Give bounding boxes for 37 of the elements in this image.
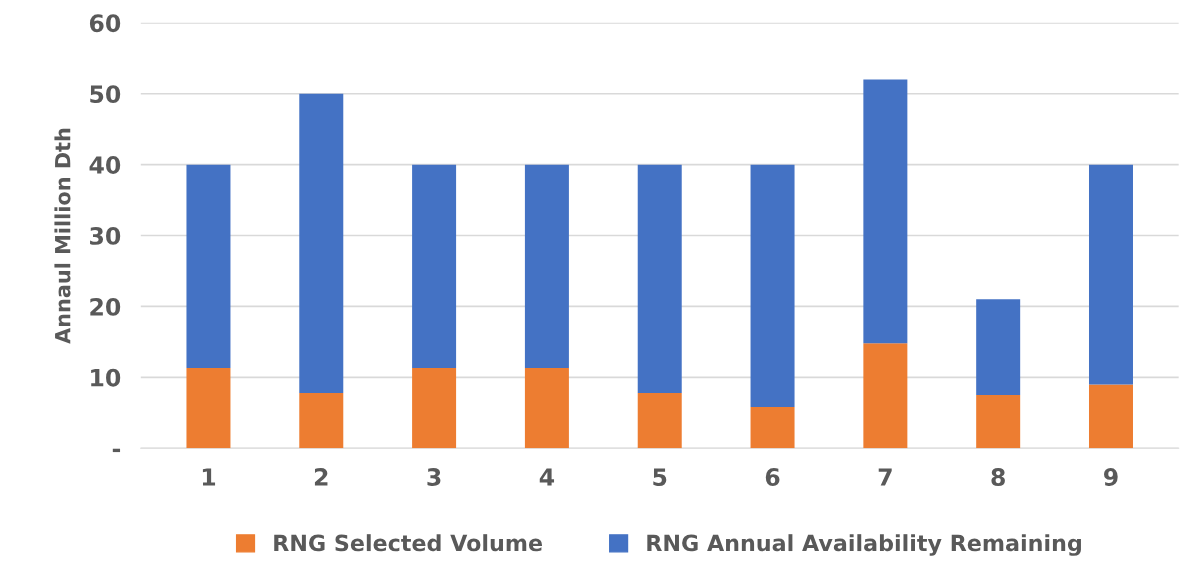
bar <box>863 79 908 344</box>
legend-label: RNG Annual Availability Remaining <box>647 534 1081 556</box>
x-tick-label: 5 <box>653 468 667 486</box>
bar <box>524 368 569 449</box>
bar <box>524 164 569 369</box>
x-tick-label: 7 <box>878 468 892 486</box>
x-tick-label: 3 <box>427 468 441 486</box>
bar <box>750 164 795 408</box>
bar <box>299 392 344 449</box>
bar <box>186 368 231 449</box>
legend-label: RNG Selected Volume <box>274 534 542 552</box>
bar <box>299 93 344 393</box>
bar <box>750 407 795 449</box>
y-tick-label: 20 <box>90 297 121 316</box>
bar <box>186 164 231 369</box>
x-tick-label: 4 <box>539 468 555 486</box>
x-tick-label: 8 <box>991 468 1005 486</box>
bar <box>412 368 457 449</box>
bar <box>863 343 908 449</box>
y-tick-label: 30 <box>90 226 121 245</box>
y-tick-label: - <box>112 448 121 453</box>
y-axis-title: Annaul Million Dth <box>54 128 71 344</box>
y-tick-label: 40 <box>89 156 121 174</box>
x-tick-label: 9 <box>1104 468 1118 486</box>
y-tick-label: 50 <box>90 85 121 104</box>
bar <box>1089 164 1133 385</box>
bar <box>637 392 682 449</box>
x-tick-label: 2 <box>314 468 328 486</box>
y-tick-label: 60 <box>89 14 121 33</box>
bar <box>976 395 1021 449</box>
bar <box>412 164 457 369</box>
y-tick-label: 10 <box>91 368 121 387</box>
bar <box>637 164 682 393</box>
bar <box>1089 384 1133 449</box>
x-tick-label: 6 <box>765 468 780 486</box>
bar <box>976 299 1021 396</box>
x-tick-label: 1 <box>202 468 216 486</box>
